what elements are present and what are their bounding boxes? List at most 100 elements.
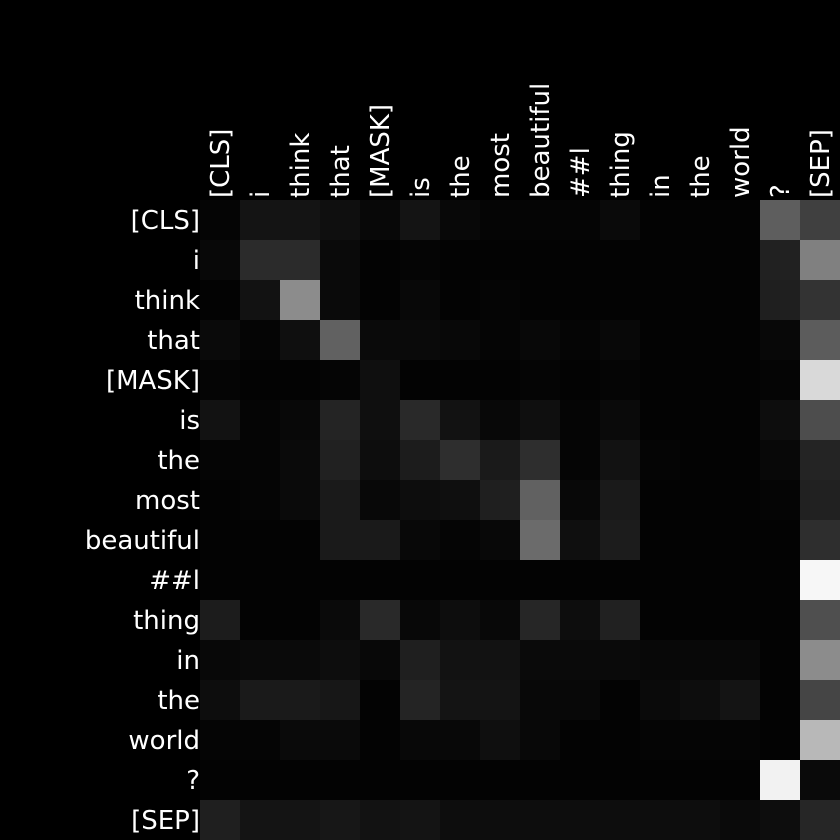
heatmap-cell: [440, 760, 480, 800]
heatmap-cell: [360, 600, 400, 640]
heatmap-cell: [320, 280, 360, 320]
heatmap-cell: [800, 320, 840, 360]
heatmap-cell: [640, 360, 680, 400]
heatmap-cell: [480, 640, 520, 680]
heatmap-cell: [440, 400, 480, 440]
heatmap-cell: [400, 440, 440, 480]
heatmap-cell: [320, 440, 360, 480]
heatmap-cell: [640, 320, 680, 360]
heatmap-cell: [400, 680, 440, 720]
heatmap-cell: [800, 680, 840, 720]
x-tick-label: i: [246, 191, 276, 198]
heatmap-cell: [720, 600, 760, 640]
heatmap-cell: [560, 360, 600, 400]
heatmap-cell: [240, 360, 280, 400]
heatmap-cell: [720, 560, 760, 600]
heatmap-cell: [400, 640, 440, 680]
y-tick-label: [SEP]: [131, 806, 200, 836]
heatmap-cell: [720, 200, 760, 240]
heatmap-cell: [280, 640, 320, 680]
x-tick-label: ?: [766, 184, 796, 198]
heatmap-cell: [200, 520, 240, 560]
heatmap-cell: [360, 240, 400, 280]
heatmap-cell: [400, 560, 440, 600]
heatmap-cell: [600, 360, 640, 400]
heatmap-cell: [240, 680, 280, 720]
heatmap-cell: [520, 800, 560, 840]
heatmap-cell: [680, 320, 720, 360]
heatmap-cell: [760, 600, 800, 640]
heatmap-cell: [200, 200, 240, 240]
heatmap-cell: [720, 480, 760, 520]
heatmap-cell: [520, 720, 560, 760]
heatmap-cell: [720, 440, 760, 480]
heatmap-cell: [320, 560, 360, 600]
heatmap-cell: [240, 600, 280, 640]
heatmap-cell: [280, 200, 320, 240]
heatmap-cell: [800, 600, 840, 640]
heatmap-cell: [240, 320, 280, 360]
heatmap-cell: [240, 400, 280, 440]
heatmap-cell: [480, 480, 520, 520]
heatmap-cell: [720, 320, 760, 360]
heatmap-cell: [720, 280, 760, 320]
heatmap-cell: [800, 440, 840, 480]
heatmap-cell: [520, 240, 560, 280]
heatmap-cell: [640, 400, 680, 440]
heatmap-cell: [400, 600, 440, 640]
x-tick-label: that: [326, 145, 356, 198]
heatmap-cell: [480, 360, 520, 400]
x-tick-label: [MASK]: [366, 104, 396, 198]
x-tick-label: is: [406, 177, 436, 198]
heatmap-cell: [560, 440, 600, 480]
x-tick-label: think: [286, 133, 316, 198]
heatmap-cell: [560, 640, 600, 680]
heatmap-cell: [200, 640, 240, 680]
heatmap-cell: [560, 560, 600, 600]
heatmap-cell: [520, 480, 560, 520]
heatmap-cells: [200, 200, 840, 840]
heatmap-cell: [200, 360, 240, 400]
heatmap-cell: [600, 560, 640, 600]
heatmap-cell: [480, 200, 520, 240]
heatmap-cell: [680, 760, 720, 800]
heatmap-cell: [320, 680, 360, 720]
heatmap-cell: [440, 320, 480, 360]
heatmap-cell: [400, 200, 440, 240]
heatmap-cell: [440, 240, 480, 280]
heatmap-cell: [520, 400, 560, 440]
heatmap-cell: [320, 520, 360, 560]
y-tick-label: the: [157, 686, 200, 716]
heatmap-cell: [360, 440, 400, 480]
heatmap-cell: [760, 360, 800, 400]
heatmap-cell: [760, 560, 800, 600]
heatmap-cell: [480, 440, 520, 480]
heatmap-cell: [320, 800, 360, 840]
heatmap-cell: [360, 360, 400, 400]
heatmap-cell: [760, 400, 800, 440]
heatmap-cell: [800, 640, 840, 680]
x-tick-label: thing: [606, 131, 636, 198]
heatmap-cell: [600, 800, 640, 840]
heatmap-cell: [640, 440, 680, 480]
heatmap-cell: [360, 320, 400, 360]
heatmap-cell: [720, 720, 760, 760]
heatmap-cell: [680, 600, 720, 640]
heatmap-cell: [640, 200, 680, 240]
heatmap-cell: [440, 800, 480, 840]
heatmap-cell: [560, 480, 600, 520]
y-tick-label: in: [176, 646, 200, 676]
heatmap-cell: [600, 440, 640, 480]
heatmap-cell: [240, 480, 280, 520]
heatmap-cell: [280, 760, 320, 800]
heatmap-cell: [520, 680, 560, 720]
heatmap-cell: [320, 240, 360, 280]
heatmap-cell: [600, 480, 640, 520]
heatmap-cell: [360, 560, 400, 600]
heatmap-cell: [680, 400, 720, 440]
heatmap-cell: [680, 440, 720, 480]
heatmap-cell: [520, 360, 560, 400]
heatmap-cell: [760, 640, 800, 680]
heatmap-cell: [680, 520, 720, 560]
heatmap-cell: [520, 520, 560, 560]
